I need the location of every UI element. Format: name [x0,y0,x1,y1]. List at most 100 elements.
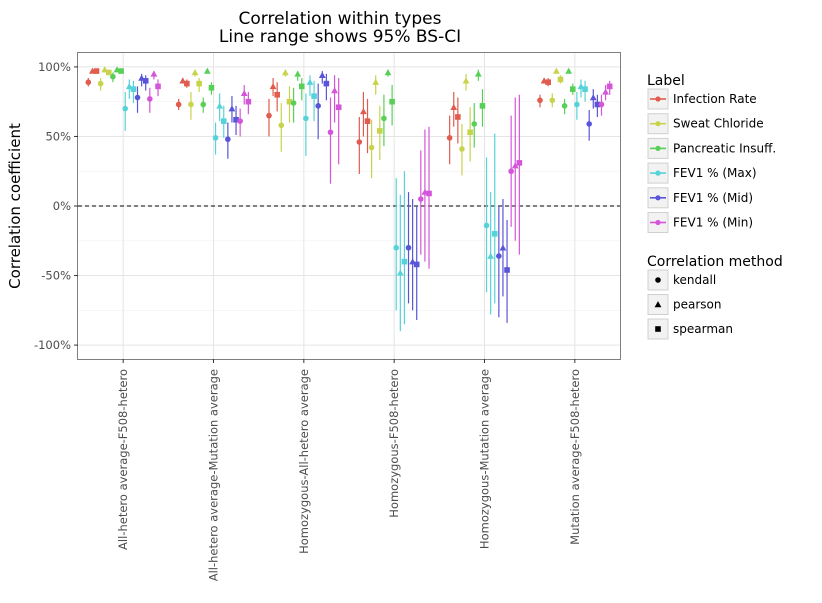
data-point [303,115,309,122]
data-point [237,118,243,124]
data-point [150,70,158,77]
data-point [97,80,104,87]
x-tick-label: All-hetero average-F508-hetero [116,369,130,550]
data-point [499,244,507,251]
data-point [606,83,613,90]
data-point [389,98,395,105]
legend-key-shape [654,301,662,308]
legend-title-method: Correlation method [647,254,783,270]
data-point [360,108,367,115]
data-point [496,253,502,259]
data-point [467,129,473,136]
chart-subtitle: Line range shows 95% BS-CI [219,27,461,47]
data-point [516,160,523,166]
data-point [491,231,498,237]
data-point [122,105,129,112]
data-point [281,69,289,76]
data-point [586,121,592,127]
data-point [450,103,458,110]
data-point [377,128,383,134]
y-axis-title: Correlation coefficient [6,123,24,289]
legend-series-label: Infection Rate [673,92,757,106]
data-point [130,86,137,92]
data-point [106,69,112,76]
data-point [368,144,375,151]
legend-series-label: Pancreatic Insuff. [673,141,776,155]
data-point [474,70,482,77]
x-tick-label: Homozygous-F508-hetero [387,369,401,518]
data-point [286,98,293,105]
data-point [200,101,207,108]
legend-method-label: pearson [673,298,722,312]
data-point [459,146,465,152]
data-point [335,104,342,111]
data-point [426,190,432,197]
legend-series-label: FEV1 % (Min) [673,216,753,230]
data-point [315,103,321,109]
legend-title-label: Label [647,73,685,89]
data-point [384,69,392,76]
data-point [487,252,495,259]
data-point [565,67,573,74]
y-tick-label: -50% [41,269,71,283]
data-point [85,79,92,86]
data-point [225,136,231,143]
data-point [142,78,149,84]
data-point [245,98,252,105]
legend-key-point [655,121,661,127]
data-point [184,80,190,87]
y-tick-label: 50% [45,129,71,143]
data-point [413,261,420,268]
data-point [306,78,314,85]
data-point [212,135,219,141]
data-point [220,118,227,124]
data-point [240,89,248,97]
data-point [479,103,486,109]
data-point [462,77,470,84]
data-point [147,96,153,102]
legend-key-shape [655,277,661,283]
legend-key-point [655,96,661,102]
y-tick-label: 100% [38,60,71,74]
data-point [471,121,478,127]
x-tick-label: Homozygous-Mutation average [478,369,492,549]
data-point [203,67,211,74]
data-point [290,100,297,106]
data-point [311,93,317,99]
data-point [208,84,215,91]
data-point [401,258,408,265]
data-point [393,244,400,251]
data-point [508,168,514,175]
data-point [483,222,490,229]
data-point [110,73,116,80]
data-point [582,86,588,92]
data-point [191,69,199,76]
data-point [589,94,597,101]
legend-series-label: Sweat Chloride [673,117,764,131]
data-point [331,87,338,94]
legend-method-label: spearman [673,322,733,336]
data-point [537,97,543,104]
data-point [405,244,412,251]
data-point [278,122,285,129]
data-point [396,269,404,276]
data-point [557,76,564,83]
data-point [93,68,100,74]
data-point [549,97,556,104]
x-tick-label: Homozygous-All-hetero average [297,369,311,554]
y-tick-label: 0% [53,199,71,213]
legend-method-label: kendall [673,273,716,287]
data-point [356,139,363,145]
data-point [455,114,461,120]
data-point [446,135,453,141]
data-point [175,101,182,108]
data-point [598,101,605,108]
data-point [511,162,519,169]
data-point [266,112,272,119]
data-point [318,71,326,78]
data-point [118,68,124,74]
x-tick-label: Mutation average-F508-hetero [568,369,582,545]
legend-series-label: FEV1 % (Max) [673,166,757,180]
data-point [569,86,576,92]
